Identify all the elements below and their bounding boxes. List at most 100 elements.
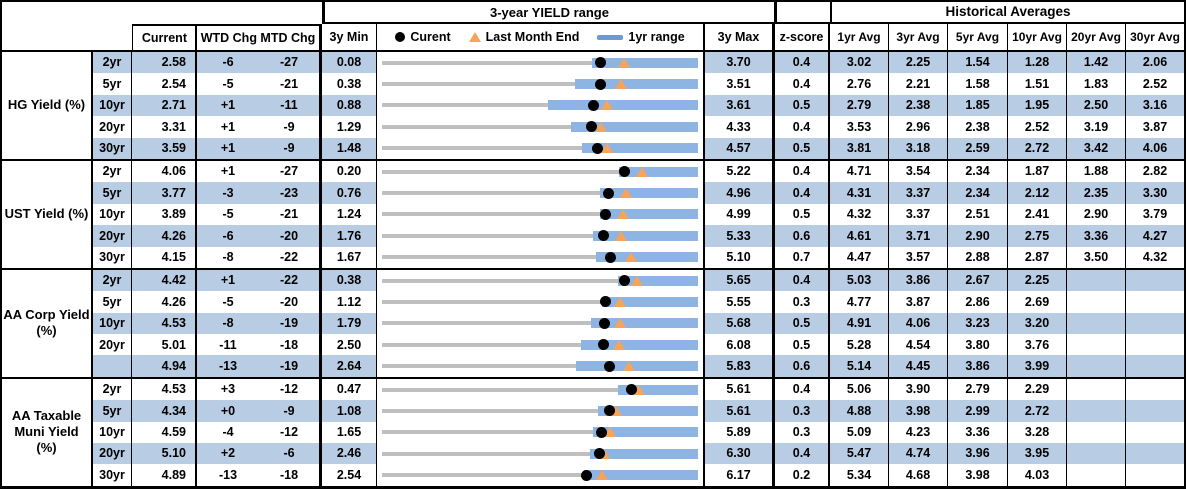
cell-wtd-chg: +1	[220, 164, 236, 179]
cell-30yr-avg	[1126, 443, 1184, 465]
cell-1yr-avg: 4.91	[830, 312, 889, 335]
current-dot-marker	[619, 166, 631, 178]
last-month-triangle-marker	[615, 79, 628, 90]
cell-mtd-chg: -19	[259, 312, 322, 335]
cell-mtd-chg: -12	[259, 421, 322, 444]
cell-5yr-avg: 1.85	[948, 94, 1008, 117]
cell-1yr-avg: 3.53	[830, 116, 889, 138]
cell-3yr-avg: 3.18	[889, 137, 948, 159]
cell-1yr-avg: 5.03	[830, 269, 889, 292]
3y-range-track	[382, 387, 698, 392]
group-label: AA Corp Yield (%)	[2, 269, 93, 377]
cell-5yr-avg: 3.98	[948, 464, 1008, 486]
cell-wtd-chg: -13	[218, 467, 238, 482]
cell-5yr-avg: 3.23	[948, 312, 1008, 335]
cell-10yr-avg: 3.95	[1008, 443, 1067, 465]
current-dot-marker	[593, 448, 605, 460]
last-month-triangle-marker	[596, 470, 609, 481]
cell-zscore: 0.2	[775, 464, 830, 486]
cell-tenor: 5yr	[93, 291, 132, 313]
cell-20yr-avg	[1067, 291, 1126, 313]
legend-current-label: Curent	[410, 29, 451, 44]
cell-10yr-avg: 3.28	[1008, 421, 1067, 444]
cell-zscore: 0.5	[775, 334, 830, 356]
1yr-range-bar	[547, 100, 698, 111]
cell-10yr-avg: 2.12	[1008, 182, 1067, 204]
cell-3y-min: 1.29	[322, 116, 377, 138]
table-row: 30yr 3.59 +1 -9 1.48 4.57 0.5 3.81 3.18 2.59 2.72 3…	[93, 137, 1184, 159]
table-row: 2yr 4.53 +3 -12 0.47 5.61 0.4 5.06 3.90 2.79 2.29	[93, 378, 1184, 401]
cell-20yr-avg: 2.35	[1067, 182, 1126, 204]
cell-tenor: 5yr	[93, 400, 132, 422]
cell-wtd-chg: +3	[220, 382, 236, 397]
legend-current: Curent	[395, 29, 451, 44]
cell-mtd-chg: -22	[259, 269, 322, 292]
cell-current: 3.77	[132, 182, 197, 204]
current-dot-marker	[594, 57, 606, 69]
cell-mtd-chg: -23	[259, 182, 322, 204]
cell-3y-max: 5.61	[705, 400, 775, 422]
col-header-1yr-avg: 1yr Avg	[830, 24, 889, 50]
table-row: 20yr 4.26 -6 -20 1.76 5.33 0.6 4.61 3.71 2.90 2.75…	[93, 225, 1184, 247]
3y-range-track	[382, 212, 698, 217]
1yr-range-bar	[582, 143, 698, 154]
cell-zscore: 0.3	[775, 400, 830, 422]
cell-current: 4.59	[132, 421, 197, 444]
cell-5yr-avg: 3.36	[948, 421, 1008, 444]
last-month-triangle-marker	[624, 252, 637, 263]
cell-current: 4.94	[132, 355, 197, 377]
3y-range-track	[382, 451, 698, 456]
1yr-range-bar	[617, 275, 698, 286]
cell-zscore: 0.3	[775, 421, 830, 444]
last-month-triangle-marker	[609, 405, 622, 416]
cell-mtd-chg: -19	[259, 355, 322, 377]
cell-30yr-avg	[1126, 464, 1184, 485]
last-month-triangle-marker	[595, 121, 608, 132]
cell-mtd-chg: -9	[259, 400, 322, 422]
cell-1yr-avg: 3.81	[830, 137, 889, 159]
cell-3y-max: 6.30	[705, 443, 775, 465]
3y-range-track	[382, 233, 698, 238]
range-chart	[377, 443, 705, 465]
cell-5yr-avg: 2.88	[948, 246, 1008, 268]
range-chart	[377, 269, 705, 292]
cell-30yr-avg: 4.06	[1126, 137, 1184, 159]
1yr-range-bar	[591, 57, 698, 68]
cell-current: 4.53	[132, 312, 197, 335]
cell-10yr-avg: 2.29	[1008, 378, 1067, 401]
cell-zscore: 0.4	[775, 182, 830, 204]
col-header-wtd-mtd: WTD Chg MTD Chg	[197, 24, 322, 50]
cell-3y-max: 4.33	[705, 116, 775, 138]
cell-tenor: 2yr	[93, 269, 132, 292]
table-row: 10yr 3.89 -5 -21 1.24 4.99 0.5 4.32 3.37 2.51 2.41…	[93, 203, 1184, 226]
cell-zscore: 0.3	[775, 291, 830, 313]
current-dot-marker	[597, 230, 609, 242]
table-row: 30yr 4.89 -13 -18 2.54 6.17 0.2 5.34 4.68 3.98 4.0…	[93, 464, 1184, 486]
cell-20yr-avg: 2.50	[1067, 94, 1126, 117]
group-label: UST Yield (%)	[2, 160, 93, 268]
cell-wtd-chg: +1	[197, 137, 259, 159]
cell-mtd-chg: -11	[259, 94, 322, 117]
table-row: 20yr 3.31 +1 -9 1.29 4.33 0.4 3.53 2.96 2.38 2.52 3…	[93, 116, 1184, 138]
3y-range-track	[382, 321, 698, 326]
current-dot-marker	[588, 99, 600, 111]
current-dot-marker	[618, 275, 630, 287]
cell-3y-max: 5.61	[705, 378, 775, 401]
cell-5yr-avg: 3.80	[948, 334, 1008, 356]
cell-3yr-avg: 2.96	[889, 116, 948, 138]
col-header-zscore: z-score	[775, 24, 830, 50]
cell-3y-max: 4.57	[705, 137, 775, 159]
cell-3y-min: 1.48	[322, 137, 377, 159]
yield-group: UST Yield (%) 2yr 4.06 +1 -27 0.20 5.22 0.4 4.71…	[2, 158, 1184, 268]
cell-tenor	[93, 355, 132, 377]
cell-30yr-avg: 3.30	[1126, 182, 1184, 204]
cell-wtd-chg: -5	[222, 294, 234, 309]
historical-averages-title: Historical Averages	[832, 2, 1184, 24]
cell-zscore: 0.4	[775, 73, 830, 95]
cell-3y-min: 1.24	[322, 203, 377, 226]
cell-wtd-chg: -8	[197, 312, 259, 335]
cell-current: 3.31	[132, 116, 197, 138]
cell-current: 3.59	[132, 137, 197, 159]
cell-zscore: 0.5	[775, 94, 830, 117]
